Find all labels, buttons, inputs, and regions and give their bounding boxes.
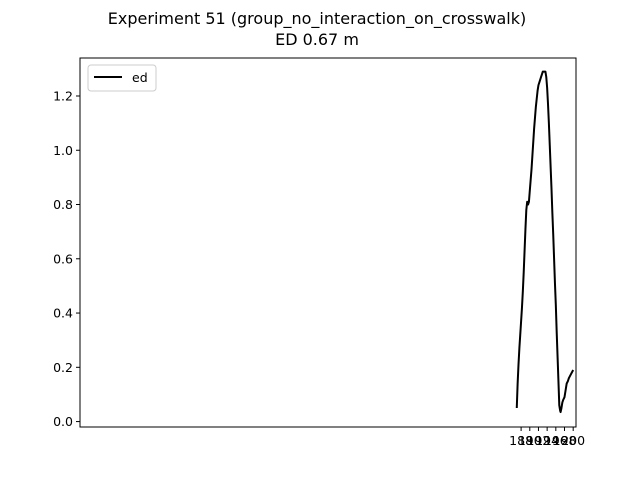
series-layer xyxy=(515,70,575,414)
y-tick-label: 0.6 xyxy=(53,251,73,266)
x-tick-label: 194 xyxy=(535,433,559,448)
x-tick-label: 200 xyxy=(561,433,585,448)
x-tick-label: 196 xyxy=(544,433,568,448)
x-tick-label: 188 xyxy=(509,433,533,448)
x-tick-label: 198 xyxy=(553,433,577,448)
y-tick-label: 0.8 xyxy=(53,197,73,212)
x-tick-label: 190 xyxy=(518,433,542,448)
y-tick-label: 0.4 xyxy=(53,306,73,321)
legend-label-ed: ed xyxy=(132,70,148,85)
plot-frame xyxy=(79,57,577,428)
y-tick-label: 1.2 xyxy=(53,88,73,103)
series-line-ed xyxy=(515,70,575,414)
y-tick-label: 0.0 xyxy=(53,414,73,429)
y-tick-label: 0.2 xyxy=(53,360,73,375)
y-tick-label: 1.0 xyxy=(53,143,73,158)
legend: ed xyxy=(87,64,157,92)
plot-area xyxy=(79,57,577,428)
x-tick-label: 192 xyxy=(527,433,551,448)
y-axis: 0.0 0.2 0.4 0.6 0.8 1.0 1.2 xyxy=(53,88,80,429)
chart-title: Experiment 51 (group_no_interaction_on_c… xyxy=(108,9,526,29)
chart-subtitle: ED 0.67 m xyxy=(275,30,359,49)
